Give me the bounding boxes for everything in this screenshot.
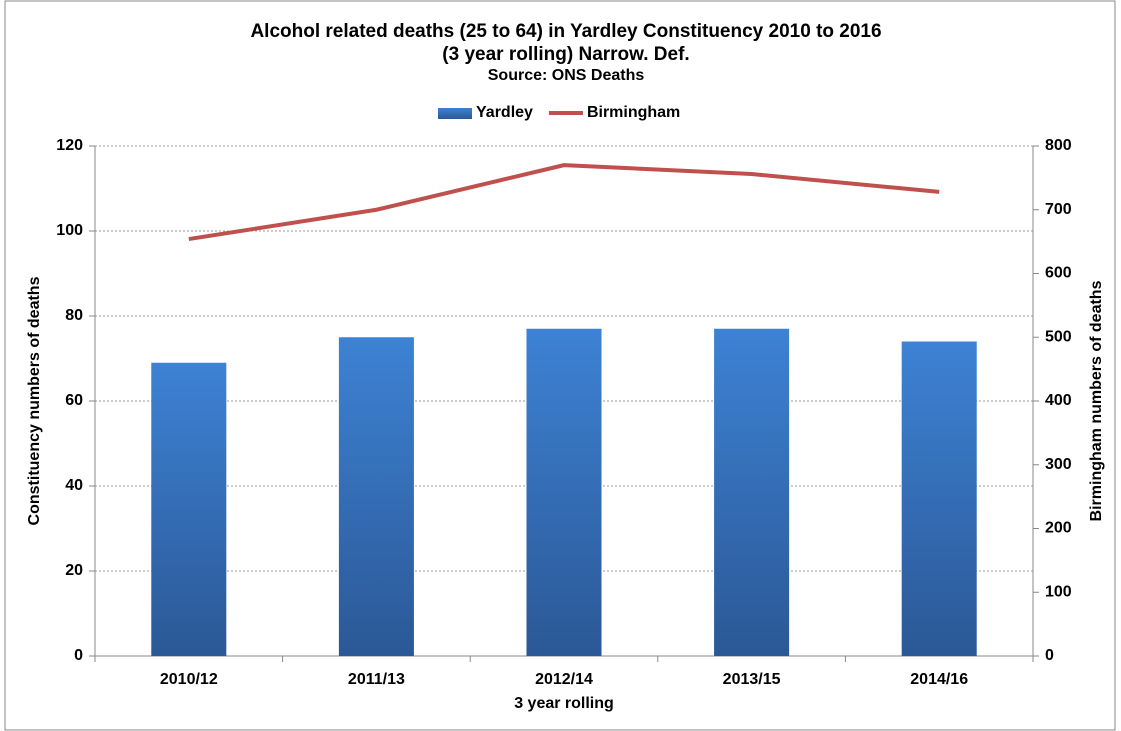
bar (526, 328, 602, 656)
chart-subtitle: Source: ONS Deaths (488, 67, 645, 84)
y-tick-label: 60 (65, 392, 83, 409)
x-tick-label: 2013/15 (723, 671, 781, 688)
y2-tick-label: 100 (1045, 583, 1072, 600)
bar (338, 337, 414, 656)
bar (901, 341, 977, 656)
x-tick-label: 2014/16 (910, 671, 968, 688)
y2-tick-label: 600 (1045, 265, 1072, 282)
x-tick-label: 2011/13 (348, 671, 405, 688)
y2-tick-label: 200 (1045, 520, 1072, 537)
chart-title: (3 year rolling) Narrow. Def. (442, 44, 689, 65)
y2-tick-label: 700 (1045, 201, 1072, 218)
y-tick-label: 20 (65, 562, 83, 579)
bar (714, 328, 790, 656)
y-tick-label: 40 (65, 477, 83, 494)
bar (151, 362, 227, 656)
y-tick-label: 0 (74, 647, 83, 664)
line (188, 163, 940, 242)
y2-tick-label: 400 (1045, 392, 1072, 409)
legend-label: Birmingham (587, 104, 680, 121)
x-tick-label: 2012/14 (535, 671, 593, 688)
y2-tick-label: 800 (1045, 137, 1072, 154)
y-axis-label: Constituency numbers of deaths (26, 276, 43, 525)
y-tick-label: 100 (56, 222, 83, 239)
chart-title: Alcohol related deaths (25 to 64) in Yar… (250, 21, 881, 42)
legend-label: Yardley (476, 104, 533, 121)
x-tick-label: 2010/12 (160, 671, 218, 688)
y-tick-label: 120 (56, 137, 83, 154)
y2-tick-label: 500 (1045, 328, 1072, 345)
y2-tick-label: 0 (1045, 647, 1054, 664)
x-axis-label: 3 year rolling (514, 695, 614, 712)
y-tick-label: 80 (65, 307, 83, 324)
y2-axis-label: Birmingham numbers of deaths (1088, 280, 1105, 521)
chart-border (4, 0, 1116, 731)
legend-swatch (438, 108, 472, 119)
y2-tick-label: 300 (1045, 456, 1072, 473)
